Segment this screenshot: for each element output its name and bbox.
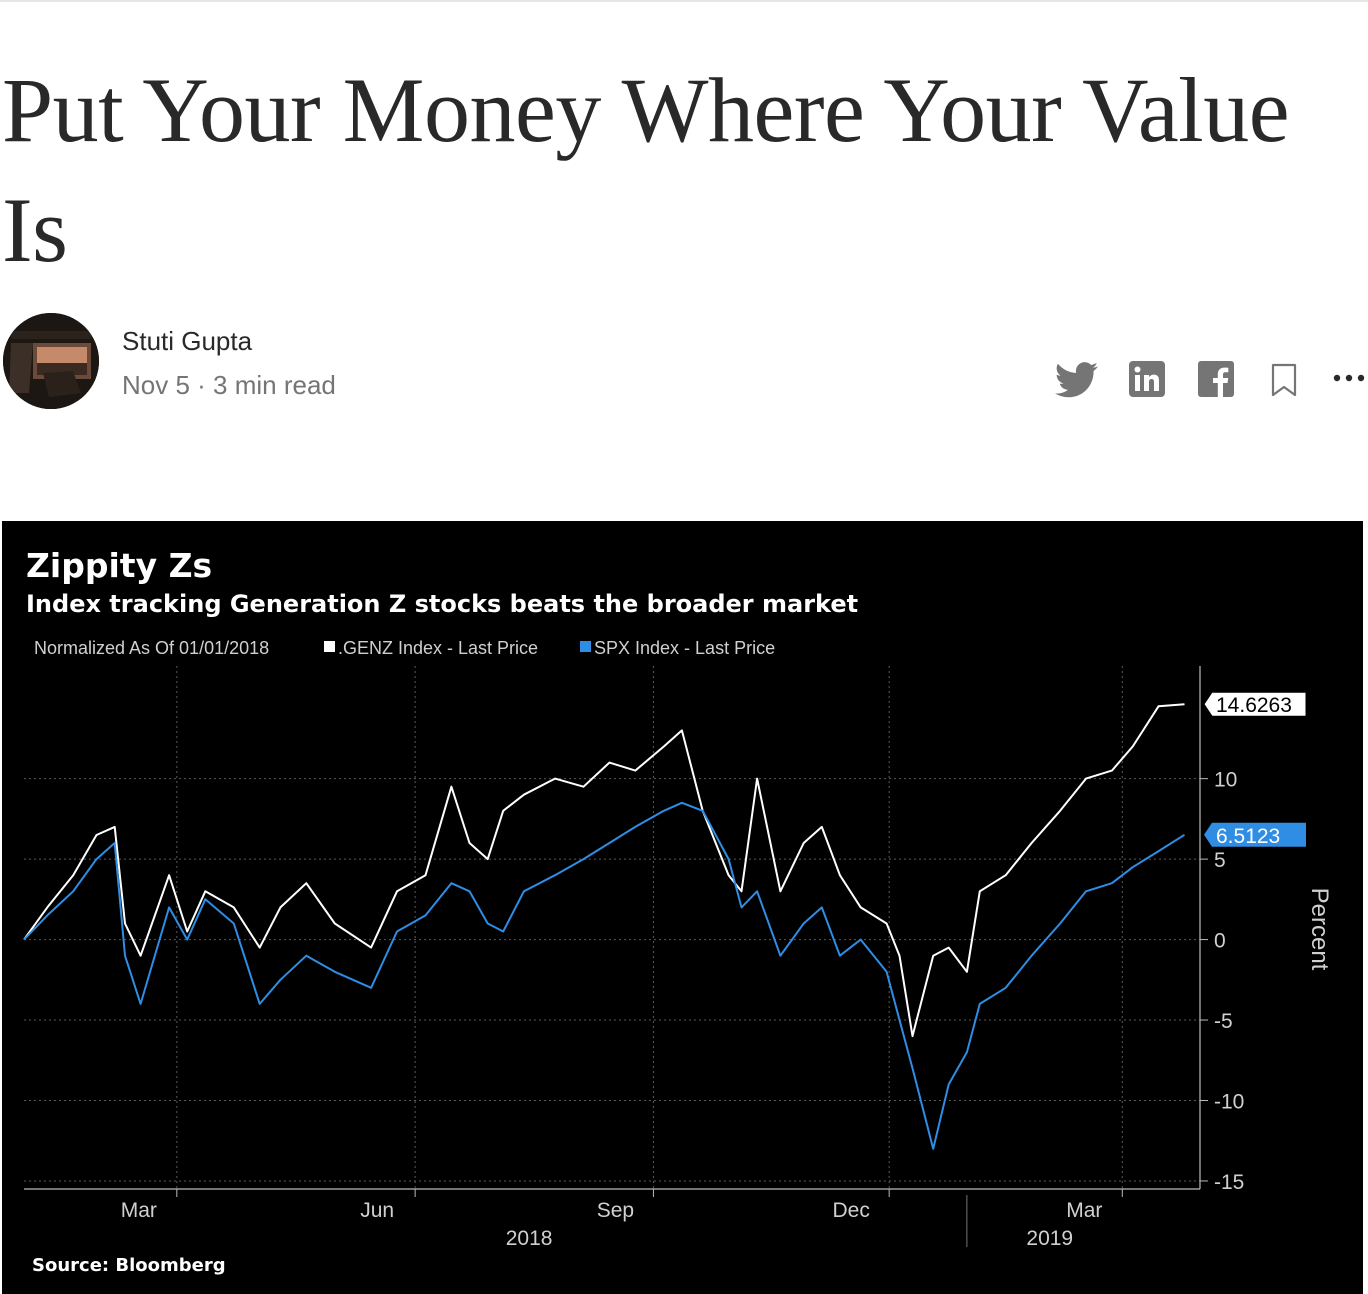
twitter-icon[interactable] xyxy=(1055,362,1099,398)
y-tick-label: -5 xyxy=(1214,1010,1233,1033)
legend-entry: .GENZ Index - Last Price xyxy=(338,638,538,658)
author-avatar[interactable] xyxy=(3,313,99,409)
chart-series-lines xyxy=(23,703,1186,1150)
last-value-tag xyxy=(1204,822,1306,847)
chart-image: Zippity Zs Index tracking Generation Z st… xyxy=(2,521,1363,1294)
y-tick-label: 10 xyxy=(1214,769,1237,792)
article-title: Put Your Money Where Your Value Is xyxy=(2,59,1290,281)
chart-subtitle: Index tracking Generation Z stocks beats… xyxy=(26,590,858,618)
more-icon[interactable] xyxy=(1332,370,1366,386)
legend-entry: SPX Index - Last Price xyxy=(594,638,775,658)
last-value-label: 6.5123 xyxy=(1216,825,1280,848)
genz-series-line xyxy=(23,703,1185,1038)
year-label: 2018 xyxy=(506,1227,553,1250)
legend-swatch xyxy=(324,641,335,652)
x-tick-label: Jun xyxy=(360,1199,394,1222)
chart-labels: Zippity Zs Index tracking Generation Z st… xyxy=(26,546,1333,1276)
chart-axes xyxy=(24,666,1208,1247)
last-value-tag xyxy=(1203,691,1307,717)
x-tick-label: Mar xyxy=(121,1199,157,1222)
line-chart: Zippity Zs Index tracking Generation Z st… xyxy=(23,546,1333,1276)
chart-title: Zippity Zs xyxy=(26,546,212,585)
last-value-label: 14.6263 xyxy=(1216,694,1292,717)
spx-series-line xyxy=(23,801,1186,1150)
x-tick-label: Sep xyxy=(597,1199,634,1222)
legend-swatch xyxy=(580,641,591,652)
chart-source: Source: Bloomberg xyxy=(32,1255,226,1276)
year-label: 2019 xyxy=(1026,1227,1073,1250)
x-tick-label: Dec xyxy=(832,1199,869,1222)
y-tick-label: -10 xyxy=(1214,1090,1244,1113)
y-axis-label: Percent xyxy=(1306,888,1333,971)
chart-gridlines xyxy=(24,666,1200,1189)
linkedin-icon[interactable] xyxy=(1128,360,1166,398)
facebook-icon[interactable] xyxy=(1197,360,1235,398)
chart-note: Normalized As Of 01/01/2018 xyxy=(34,638,269,658)
avatar-photo xyxy=(3,313,99,409)
y-tick-label: 5 xyxy=(1214,849,1226,872)
y-tick-label: 0 xyxy=(1214,930,1226,953)
bookmark-icon[interactable] xyxy=(1268,362,1300,398)
y-tick-label: -15 xyxy=(1214,1171,1244,1194)
top-divider xyxy=(0,0,1368,2)
author-name[interactable]: Stuti Gupta xyxy=(122,326,253,356)
x-tick-label: Mar xyxy=(1066,1199,1102,1222)
article-meta: Nov 5 · 3 min read xyxy=(122,370,336,400)
